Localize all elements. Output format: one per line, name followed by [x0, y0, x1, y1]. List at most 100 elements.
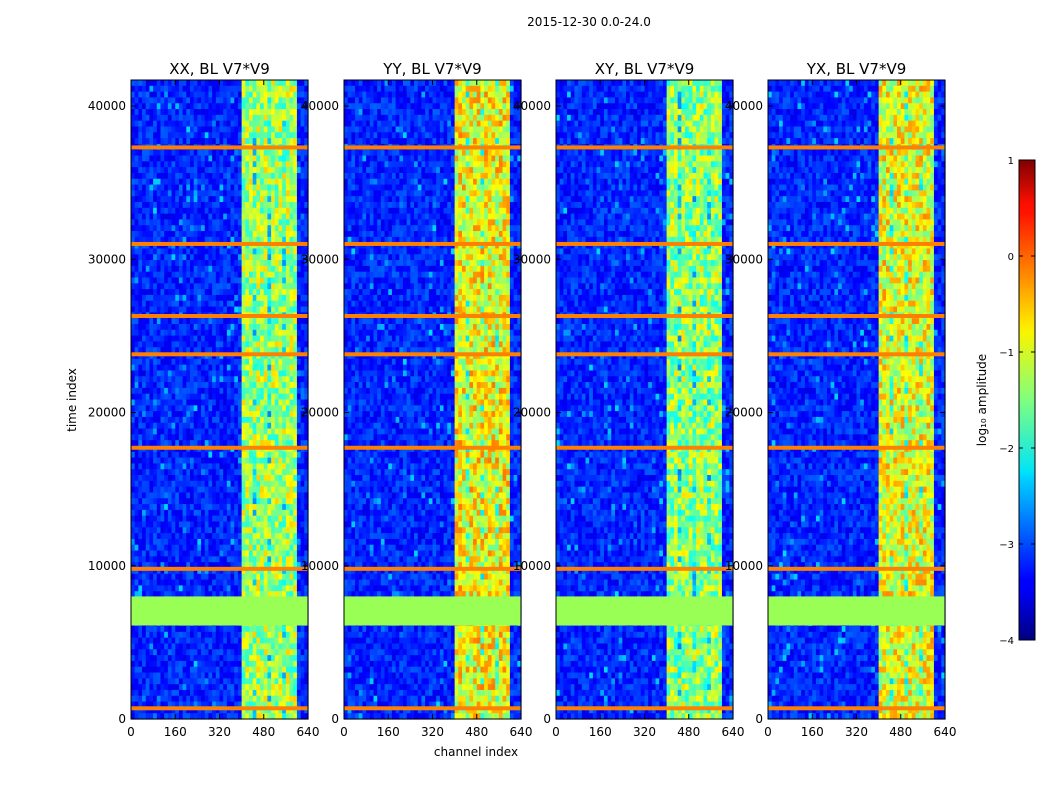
heatmap-cell	[190, 469, 195, 476]
heatmap-cell	[138, 393, 143, 401]
heatmap-cell	[223, 329, 228, 337]
heatmap-cell	[186, 283, 191, 290]
heatmap-cell	[171, 480, 176, 488]
heatmap-cell	[219, 370, 224, 377]
heatmap-cell	[245, 225, 250, 232]
heatmap-cell	[212, 318, 217, 325]
heatmap-cell	[197, 422, 202, 430]
heatmap-cell	[234, 428, 239, 435]
heatmap-cell	[149, 533, 154, 540]
heatmap-cell	[293, 341, 298, 348]
heatmap-cell	[190, 329, 195, 337]
heatmap-cell	[241, 573, 246, 581]
heatmap-cell	[260, 219, 265, 226]
heatmap-cell	[282, 213, 287, 221]
heatmap-cell	[175, 120, 180, 128]
heatmap-cell	[293, 277, 298, 284]
heatmap-cell	[164, 190, 169, 197]
heatmap-cell	[226, 213, 232, 221]
heatmap-cell	[285, 672, 291, 679]
heatmap-cell	[252, 533, 257, 540]
heatmap-cell	[260, 713, 265, 720]
heatmap-cell	[219, 631, 224, 639]
heatmap-cell	[134, 689, 139, 697]
heatmap-cell	[193, 254, 198, 261]
heatmap-cell	[252, 213, 257, 221]
heatmap-cell	[171, 341, 176, 348]
heatmap-cell	[186, 236, 191, 244]
heatmap-cell	[175, 149, 180, 157]
heatmap-cell	[282, 289, 287, 296]
heatmap-cell	[145, 399, 151, 406]
heatmap-cell	[249, 97, 254, 104]
heatmap-cell	[267, 265, 272, 273]
heatmap-cell	[256, 213, 261, 221]
heatmap-cell	[252, 167, 257, 174]
heatmap-cell	[171, 637, 176, 645]
heatmap-cell	[223, 440, 228, 447]
heatmap-cell	[149, 201, 154, 209]
heatmap-cell	[263, 358, 269, 366]
heatmap-cell	[245, 190, 250, 197]
heatmap-cell	[208, 405, 213, 412]
heatmap-cell	[289, 387, 294, 395]
heatmap-cell	[234, 480, 239, 488]
heatmap-cell	[156, 138, 162, 145]
heatmap-cell	[282, 469, 287, 476]
heatmap-cell	[138, 649, 143, 656]
heatmap-cell	[149, 684, 154, 691]
heatmap-cell	[249, 138, 254, 145]
heatmap-cell	[149, 207, 154, 215]
heatmap-cell	[234, 533, 239, 540]
heatmap-cell	[149, 294, 154, 302]
heatmap-cell	[204, 213, 210, 221]
heatmap-cell	[197, 172, 202, 180]
heatmap-cell	[260, 660, 265, 668]
heatmap-cell	[271, 190, 276, 197]
heatmap-cell	[212, 573, 217, 581]
heatmap-cell	[223, 463, 228, 470]
heatmap-cell	[245, 591, 250, 598]
heatmap-cell	[134, 643, 139, 650]
heatmap-cell	[142, 550, 147, 557]
heatmap-cell	[252, 109, 257, 116]
heatmap-cell	[263, 318, 269, 325]
heatmap-cell	[215, 550, 221, 557]
heatmap-cell	[282, 184, 287, 191]
heatmap-cell	[245, 277, 250, 284]
heatmap-cell	[178, 172, 184, 180]
heatmap-cell	[208, 231, 213, 238]
heatmap-cell	[260, 631, 265, 639]
heatmap-cell	[142, 132, 147, 139]
heatmap-cell	[278, 376, 283, 383]
heatmap-cell	[182, 678, 187, 685]
heatmap-cell	[160, 114, 165, 122]
heatmap-cell	[293, 695, 298, 703]
heatmap-cell	[245, 231, 250, 238]
heatmap-cell	[175, 411, 180, 418]
heatmap-cell	[267, 341, 272, 348]
heatmap-cell	[197, 323, 202, 331]
heatmap-cell	[237, 666, 243, 674]
heatmap-cell	[160, 567, 165, 575]
heatmap-cell	[289, 533, 294, 540]
heatmap-cell	[164, 492, 169, 499]
heatmap-cell	[149, 382, 154, 389]
heatmap-cell	[274, 573, 280, 581]
heatmap-cell	[208, 451, 213, 459]
heatmap-cell	[219, 544, 224, 552]
heatmap-cell	[289, 643, 294, 650]
heatmap-cell	[252, 184, 257, 191]
heatmap-cell	[145, 300, 151, 308]
heatmap-cell	[245, 504, 250, 511]
heatmap-cell	[230, 149, 235, 157]
heatmap-cell	[234, 184, 239, 191]
heatmap-cell	[267, 672, 272, 679]
heatmap-cell	[201, 167, 206, 174]
heatmap-cell	[260, 225, 265, 232]
heatmap-cell	[260, 422, 265, 430]
heatmap-cell	[171, 196, 176, 203]
heatmap-cell	[142, 283, 147, 290]
heatmap-cell	[260, 527, 265, 534]
heatmap-cell	[245, 132, 250, 139]
